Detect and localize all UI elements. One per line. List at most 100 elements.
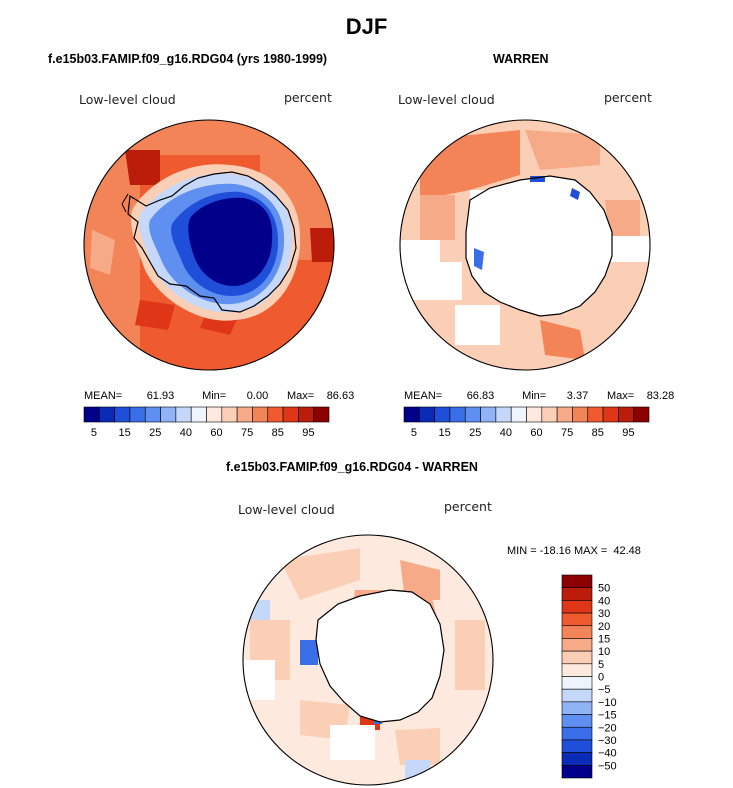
diff-map bbox=[243, 535, 493, 785]
left-mean-label: MEAN= bbox=[84, 390, 123, 402]
right-min-label: Min= bbox=[522, 390, 547, 402]
left-colorbar-swatch bbox=[206, 406, 223, 423]
left-colorbar-tick-label: 40 bbox=[180, 427, 192, 439]
right-min-value: 3.37 bbox=[566, 390, 589, 402]
left-stats: MEAN= 61.93 Min= 0.00 Max= 86.63 bbox=[84, 390, 354, 402]
left-colorbar-swatch bbox=[313, 406, 330, 423]
left-map bbox=[84, 120, 334, 370]
right-colorbar-tick-label: 5 bbox=[411, 427, 417, 439]
page-title: DJF bbox=[345, 14, 388, 39]
diff-variable-label: Low-level cloud bbox=[238, 502, 335, 517]
diff-colorbar-swatch bbox=[561, 701, 593, 715]
right-colorbar-swatch bbox=[510, 406, 527, 423]
diff-colorbar-tick-label: 0 bbox=[598, 672, 604, 684]
right-max-value: 83.28 bbox=[646, 390, 675, 402]
right-map bbox=[400, 120, 650, 370]
left-colorbar-swatch bbox=[99, 406, 115, 423]
left-colorbar-tick-label: 5 bbox=[91, 427, 97, 439]
diff-colorbar-tick-label: 40 bbox=[598, 595, 610, 607]
right-panel-title: WARREN bbox=[493, 52, 549, 66]
left-colorbar-swatch bbox=[160, 406, 177, 423]
right-colorbar-swatch bbox=[572, 406, 589, 423]
diff-colorbar-tick-label: −15 bbox=[598, 710, 617, 722]
left-colorbar-swatch bbox=[282, 406, 299, 423]
diff-colorbar-tick-label: −5 bbox=[598, 684, 611, 696]
right-stats: MEAN= 66.83 Min= 3.37 Max= 83.28 bbox=[404, 390, 674, 402]
diff-colorbar-tick-label: 10 bbox=[598, 646, 610, 658]
left-colorbar-tick-label: 85 bbox=[272, 427, 284, 439]
left-colorbar-tick-label: 15 bbox=[118, 427, 130, 439]
right-colorbar-swatch bbox=[480, 406, 497, 423]
left-colorbar-swatch bbox=[298, 406, 314, 423]
diff-colorbar-tick-label: −50 bbox=[598, 760, 617, 772]
diff-colorbar-swatch bbox=[561, 688, 593, 703]
left-colorbar-swatch bbox=[129, 406, 146, 423]
right-colorbar-swatch bbox=[633, 406, 650, 423]
diff-panel-title: f.e15b03.FAMIP.f09_g16.RDG04 - WARREN bbox=[226, 460, 478, 474]
right-colorbar-tick-label: 25 bbox=[469, 427, 481, 439]
diff-minmax: MIN = -18.16 MAX = 42.48 bbox=[507, 545, 641, 557]
diff-colorbar-swatch bbox=[561, 663, 593, 677]
right-colorbar-tick-label: 85 bbox=[592, 427, 604, 439]
right-units-label: percent bbox=[604, 90, 652, 105]
right-max-label: Max= bbox=[607, 390, 635, 402]
left-colorbar-swatch bbox=[236, 406, 253, 423]
left-mean-value: 61.93 bbox=[146, 390, 175, 402]
right-colorbar-swatch bbox=[526, 406, 543, 423]
diff-colorbar-swatch bbox=[561, 587, 593, 601]
left-max-label: Max= bbox=[287, 390, 315, 402]
right-colorbar-swatch bbox=[602, 406, 619, 423]
left-variable-label: Low-level cloud bbox=[79, 92, 176, 107]
diff-colorbar-swatch bbox=[561, 638, 593, 652]
diff-colorbar-tick-label: −30 bbox=[598, 735, 617, 747]
diff-colorbar-swatch bbox=[561, 574, 593, 588]
left-colorbar-tick-label: 95 bbox=[302, 427, 314, 439]
left-colorbar-swatch bbox=[83, 406, 100, 423]
left-max-value: 86.63 bbox=[326, 390, 355, 402]
diff-colorbar-swatch bbox=[561, 726, 593, 741]
diff-colorbar-swatch bbox=[561, 752, 593, 766]
diff-colorbar-tick-label: 30 bbox=[598, 608, 610, 620]
left-colorbar-swatch bbox=[144, 406, 161, 423]
right-mean-label: MEAN= bbox=[404, 390, 443, 402]
right-colorbar-swatch bbox=[541, 406, 558, 423]
left-min-value: 0.00 bbox=[246, 390, 269, 402]
diff-colorbar-tick-label: −20 bbox=[598, 722, 617, 734]
right-colorbar-swatch bbox=[618, 406, 634, 423]
left-units-label: percent bbox=[284, 90, 332, 105]
right-colorbar-swatch bbox=[403, 406, 420, 423]
diff-colorbar-swatch bbox=[561, 625, 593, 639]
right-colorbar-swatch bbox=[587, 406, 604, 423]
diff-colorbar-tick-label: 15 bbox=[598, 633, 610, 645]
right-colorbar-tick-label: 60 bbox=[530, 427, 542, 439]
right-colorbar-swatch bbox=[449, 406, 466, 423]
diff-colorbar-swatch bbox=[561, 676, 593, 690]
right-colorbar-tick-label: 75 bbox=[561, 427, 573, 439]
left-colorbar-swatch bbox=[221, 406, 238, 423]
diff-colorbar-tick-label: 50 bbox=[598, 583, 610, 595]
right-colorbar-swatch bbox=[464, 406, 481, 423]
right-colorbar-tick-label: 40 bbox=[500, 427, 512, 439]
right-colorbar-tick-label: 15 bbox=[438, 427, 450, 439]
diff-colorbar-swatch bbox=[561, 714, 593, 728]
left-colorbar-tick-label: 25 bbox=[149, 427, 161, 439]
left-min-label: Min= bbox=[202, 390, 227, 402]
diff-colorbar-tick-label: −10 bbox=[598, 697, 617, 709]
right-colorbar-swatch bbox=[419, 406, 435, 423]
right-variable-label: Low-level cloud bbox=[398, 92, 495, 107]
diff-colorbar-swatch bbox=[561, 765, 593, 779]
right-colorbar-swatch bbox=[556, 406, 573, 423]
diff-colorbar-swatch bbox=[561, 739, 593, 753]
diff-colorbar-tick-label: −40 bbox=[598, 748, 617, 760]
left-colorbar-swatch bbox=[190, 406, 207, 423]
left-colorbar-tick-label: 75 bbox=[241, 427, 253, 439]
left-colorbar-swatch bbox=[267, 406, 284, 423]
diff-colorbar-tick-label: 20 bbox=[598, 621, 610, 633]
right-colorbar-tick-label: 95 bbox=[622, 427, 634, 439]
diff-units-label: percent bbox=[444, 499, 492, 514]
left-colorbar-tick-label: 60 bbox=[210, 427, 222, 439]
diff-colorbar-tick-label: 5 bbox=[598, 659, 604, 671]
left-panel-title: f.e15b03.FAMIP.f09_g16.RDG04 (yrs 1980-1… bbox=[48, 52, 328, 66]
